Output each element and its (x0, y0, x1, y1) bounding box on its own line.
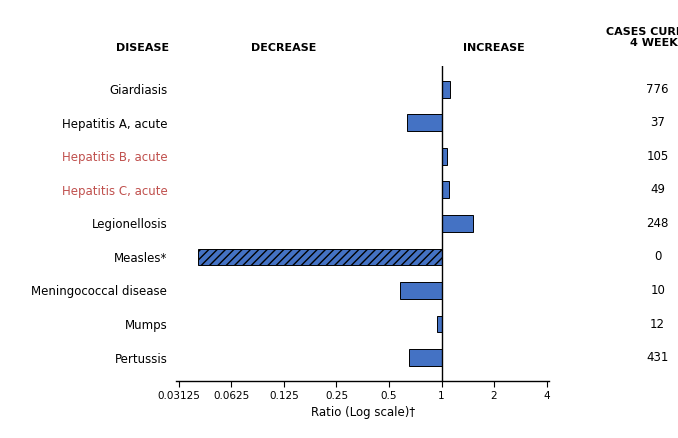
Bar (400, 282, 441, 299)
Text: 10: 10 (650, 284, 665, 297)
Text: 776: 776 (646, 83, 669, 95)
Text: DECREASE: DECREASE (252, 42, 317, 53)
Text: 12: 12 (650, 318, 665, 331)
Text: 248: 248 (646, 217, 669, 230)
Bar (441, 181, 449, 198)
Text: INCREASE: INCREASE (463, 42, 525, 53)
Text: 49: 49 (650, 184, 665, 196)
Bar (197, 248, 441, 265)
Bar (409, 349, 441, 366)
Text: 37: 37 (650, 116, 665, 129)
Text: 105: 105 (647, 150, 669, 163)
X-axis label: Ratio (Log scale)†: Ratio (Log scale)† (311, 406, 415, 419)
Bar (441, 215, 473, 232)
Text: DISEASE: DISEASE (117, 42, 170, 53)
Bar (407, 114, 441, 131)
Text: 0: 0 (654, 251, 661, 263)
Text: CASES CURRENT
4 WEEKS: CASES CURRENT 4 WEEKS (606, 27, 678, 48)
Bar (437, 316, 441, 332)
Bar (441, 148, 447, 165)
Bar (441, 81, 450, 98)
Text: 431: 431 (646, 351, 669, 364)
